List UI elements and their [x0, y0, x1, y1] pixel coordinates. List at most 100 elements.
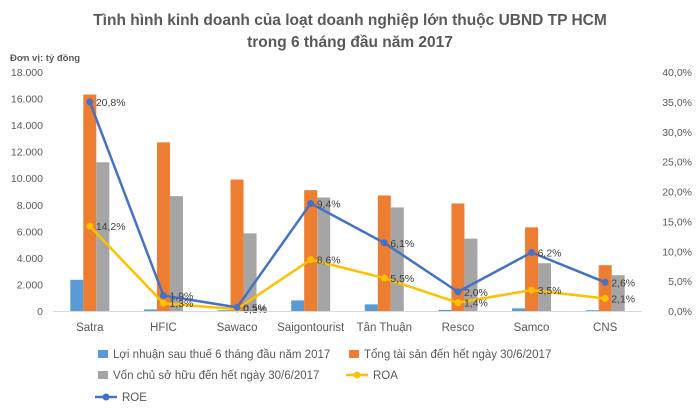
- data-label-roe: 2,0%: [464, 287, 488, 299]
- point-roe: [233, 303, 241, 311]
- data-label-roe: 20,8%: [96, 97, 126, 109]
- data-label-roa: 3,5%: [538, 285, 562, 297]
- bar-0: [512, 308, 526, 311]
- bar-0: [217, 310, 231, 311]
- legend-label: ROE: [122, 392, 147, 404]
- legend-label: Lợi nhuận sau thuế 6 tháng đầu năm 2017: [113, 349, 330, 361]
- point-roa: [454, 299, 462, 307]
- bar-1: [451, 203, 465, 311]
- legend-marker: [102, 393, 110, 401]
- data-label-roa: 1,3%: [169, 298, 193, 310]
- data-label-roa: 8,6%: [317, 255, 341, 267]
- point-roa: [159, 299, 167, 307]
- legend-marker: [353, 371, 361, 379]
- right-tick-label: 40,0%: [662, 67, 692, 79]
- legend-label: ROA: [373, 370, 398, 382]
- left-tick-label: 14.000: [11, 120, 43, 132]
- category-label: CNS: [593, 322, 618, 334]
- legend-label: Vốn chủ sở hữu đến hết ngày 30/6/2017: [113, 370, 319, 382]
- data-label-roe: 6,1%: [390, 238, 414, 250]
- right-tick-label: 25,0%: [662, 157, 692, 169]
- category-label: Tân Thuận: [357, 322, 412, 334]
- bar-2: [96, 162, 110, 311]
- legend-swatch: [98, 371, 108, 379]
- bar-0: [364, 304, 378, 311]
- data-label-roa: 5,5%: [390, 273, 414, 285]
- right-tick-label: 10,0%: [662, 246, 692, 258]
- data-label-roe: 1,9%: [169, 290, 193, 302]
- bar-0: [143, 309, 157, 311]
- bar-1: [598, 265, 612, 311]
- bar-0: [70, 279, 84, 311]
- point-roe: [601, 278, 609, 286]
- data-label-roe: 0,5%: [243, 302, 267, 314]
- left-tick-label: 8.000: [17, 200, 43, 212]
- left-tick-label: 18.000: [11, 67, 43, 79]
- category-label: Resco: [442, 322, 475, 334]
- left-axis: 0 2.000 4.000 6.000 8.000 10.000 12.000 14.000 1…: [11, 67, 43, 318]
- bar-2: [390, 207, 404, 311]
- left-tick-label: 2.000: [17, 279, 43, 291]
- bar-2: [464, 238, 478, 311]
- point-roa: [307, 256, 315, 264]
- bar-group: [70, 94, 625, 311]
- x-axis: Satra HFIC Sawaco Saigontourist Tân Thuận Res…: [53, 311, 642, 334]
- line-roe: [88, 101, 606, 309]
- bar-1: [525, 227, 539, 311]
- data-label-roa: 0,3%: [243, 304, 267, 316]
- data-label-roe: 6,2%: [538, 247, 562, 259]
- legend-label: Tổng tài sản đến hết ngày 30/6/2017: [364, 349, 551, 361]
- category-label: Saigontourist: [277, 322, 345, 334]
- category-label: Samco: [514, 322, 550, 334]
- legend: Lợi nhuận sau thuế 6 tháng đầu năm 2017 T…: [95, 349, 551, 404]
- data-label-roe: 9,4%: [317, 198, 341, 210]
- category-label: Satra: [76, 322, 104, 334]
- line-group: 14,2% 1,3% 0,3% 8,6% 5,5% 1,4% 3,5% 2,1% 20,8% 1,…: [86, 97, 635, 316]
- bar-1: [230, 179, 244, 311]
- legend-swatch: [349, 350, 359, 358]
- bar-0: [585, 310, 599, 311]
- bar-0: [291, 300, 305, 311]
- bar-1: [377, 195, 391, 311]
- chart-title-line-1: Tình hình kinh doanh của loạt doanh nghi…: [93, 12, 607, 29]
- point-roe: [454, 288, 462, 296]
- left-tick-label: 4.000: [17, 253, 43, 265]
- left-tick-label: 6.000: [17, 226, 43, 238]
- data-label-roa: 2,1%: [611, 293, 635, 305]
- point-roe: [159, 291, 167, 299]
- bar-2: [611, 275, 625, 311]
- bar-0: [438, 309, 452, 311]
- point-roa: [528, 286, 536, 294]
- legend-swatch: [98, 350, 108, 358]
- bar-1: [304, 190, 318, 311]
- bar-2: [538, 263, 552, 311]
- data-label-roe: 2,6%: [611, 277, 635, 289]
- point-roe: [86, 98, 94, 106]
- right-tick-label: 15,0%: [662, 216, 692, 228]
- data-label-roa: 1,4%: [464, 298, 488, 310]
- point-roa: [380, 274, 388, 282]
- chart-title-line-2: trong 6 tháng đầu năm 2017: [247, 34, 453, 51]
- right-tick-label: 35,0%: [662, 97, 692, 109]
- left-tick-label: 0: [37, 306, 43, 318]
- line-roa: [88, 225, 606, 311]
- right-tick-label: 30,0%: [662, 127, 692, 139]
- left-tick-label: 12.000: [11, 147, 43, 159]
- left-tick-label: 10.000: [11, 173, 43, 185]
- unit-label: Đơn vị: tỷ đồng: [10, 53, 80, 64]
- category-label: Sawaco: [217, 322, 258, 334]
- bar-2: [317, 197, 331, 311]
- point-roa: [601, 294, 609, 302]
- point-roe: [380, 239, 388, 247]
- category-label: HFIC: [150, 322, 177, 334]
- point-roa: [86, 222, 94, 230]
- right-tick-label: 5,0%: [668, 276, 692, 288]
- bar-1: [83, 94, 97, 311]
- right-tick-label: 0,0%: [668, 306, 692, 318]
- point-roe: [528, 248, 536, 256]
- bar-1: [156, 142, 170, 311]
- left-tick-label: 16.000: [11, 94, 43, 106]
- point-roe: [307, 199, 315, 207]
